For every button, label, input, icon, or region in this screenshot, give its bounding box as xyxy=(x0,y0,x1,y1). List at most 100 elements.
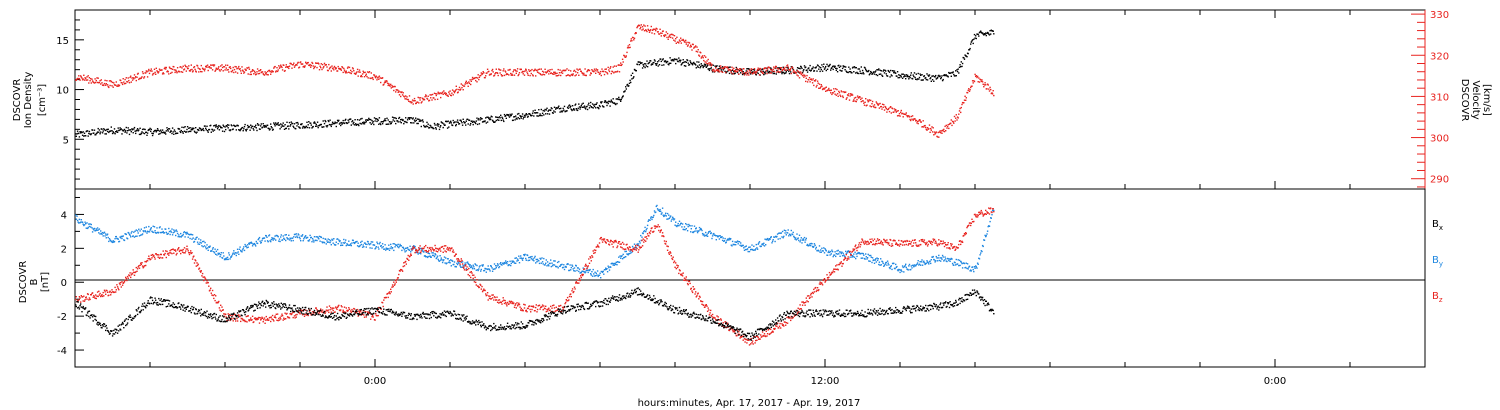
data-point xyxy=(595,68,597,70)
data-point xyxy=(731,68,734,71)
data-point xyxy=(970,43,972,45)
data-point xyxy=(528,259,531,261)
data-point xyxy=(325,309,327,311)
data-point xyxy=(848,99,851,101)
data-point xyxy=(328,63,330,66)
data-point xyxy=(173,129,176,131)
data-point xyxy=(542,109,544,112)
data-point xyxy=(133,128,135,130)
data-point xyxy=(187,250,189,252)
data-point xyxy=(332,67,334,69)
data-point xyxy=(199,241,201,244)
data-point xyxy=(787,67,789,69)
data-point xyxy=(160,131,162,133)
data-point xyxy=(306,63,308,65)
data-point xyxy=(470,122,472,125)
data-point xyxy=(259,128,261,130)
data-point xyxy=(214,124,216,127)
data-point xyxy=(991,93,994,95)
data-point xyxy=(956,116,959,118)
data-point xyxy=(655,29,657,32)
data-point xyxy=(678,220,681,222)
data-point xyxy=(362,244,364,246)
data-point xyxy=(768,239,770,241)
data-point xyxy=(897,270,899,272)
data-point xyxy=(280,123,282,125)
data-point xyxy=(565,69,567,71)
data-point xyxy=(101,132,104,134)
data-point xyxy=(783,235,785,238)
data-point xyxy=(80,301,82,303)
data-point xyxy=(809,243,811,245)
data-point xyxy=(631,251,633,253)
data-point xyxy=(737,243,739,245)
data-point xyxy=(646,227,648,230)
data-point xyxy=(410,101,412,103)
data-point xyxy=(226,124,229,126)
data-point xyxy=(665,215,667,217)
data-point xyxy=(373,117,376,119)
data-point xyxy=(263,317,266,319)
data-point xyxy=(344,241,346,243)
data-point xyxy=(330,70,332,72)
data-point xyxy=(895,109,897,111)
data-point xyxy=(664,214,666,216)
data-point xyxy=(340,69,342,71)
data-point xyxy=(433,255,436,258)
data-point xyxy=(611,100,613,103)
data-point xyxy=(174,249,176,251)
data-point xyxy=(76,130,79,132)
data-point xyxy=(131,129,134,131)
data-point xyxy=(78,77,81,80)
data-point xyxy=(298,236,301,238)
data-point xyxy=(608,69,610,71)
data-point xyxy=(184,126,186,128)
data-point xyxy=(416,118,419,120)
data-point xyxy=(358,69,361,71)
data-point xyxy=(545,71,547,73)
data-point xyxy=(903,266,906,268)
data-point xyxy=(228,252,230,254)
data-point xyxy=(743,68,745,70)
data-point xyxy=(321,126,324,128)
data-point xyxy=(766,67,768,69)
data-point xyxy=(273,320,275,322)
data-point xyxy=(216,68,219,70)
data-point xyxy=(229,258,231,260)
data-point xyxy=(350,69,352,72)
data-point xyxy=(545,262,547,264)
data-point xyxy=(195,260,197,262)
data-point xyxy=(568,104,571,106)
data-point xyxy=(203,245,206,247)
data-point xyxy=(315,236,317,238)
data-point xyxy=(109,290,111,292)
data-point xyxy=(248,68,251,70)
data-point xyxy=(735,244,737,246)
data-point xyxy=(525,259,527,261)
data-point xyxy=(394,117,396,119)
data-point xyxy=(515,72,517,74)
data-point xyxy=(228,66,231,69)
data-point xyxy=(980,30,982,32)
data-point xyxy=(675,221,677,223)
data-point xyxy=(425,95,427,97)
data-point xyxy=(256,319,258,321)
data-point xyxy=(368,117,370,120)
data-point xyxy=(255,124,257,126)
data-point xyxy=(308,121,310,123)
data-point xyxy=(235,254,237,257)
data-point xyxy=(844,256,846,258)
data-point xyxy=(161,231,164,234)
data-point xyxy=(670,36,672,39)
data-point xyxy=(269,128,271,130)
data-point xyxy=(680,37,682,39)
data-point xyxy=(595,72,597,74)
data-point xyxy=(944,256,946,258)
data-point xyxy=(336,70,339,72)
data-point xyxy=(250,317,252,319)
data-point xyxy=(201,67,204,69)
data-point xyxy=(971,266,974,268)
data-point xyxy=(598,274,601,276)
data-point xyxy=(507,114,509,116)
data-point xyxy=(785,71,787,73)
